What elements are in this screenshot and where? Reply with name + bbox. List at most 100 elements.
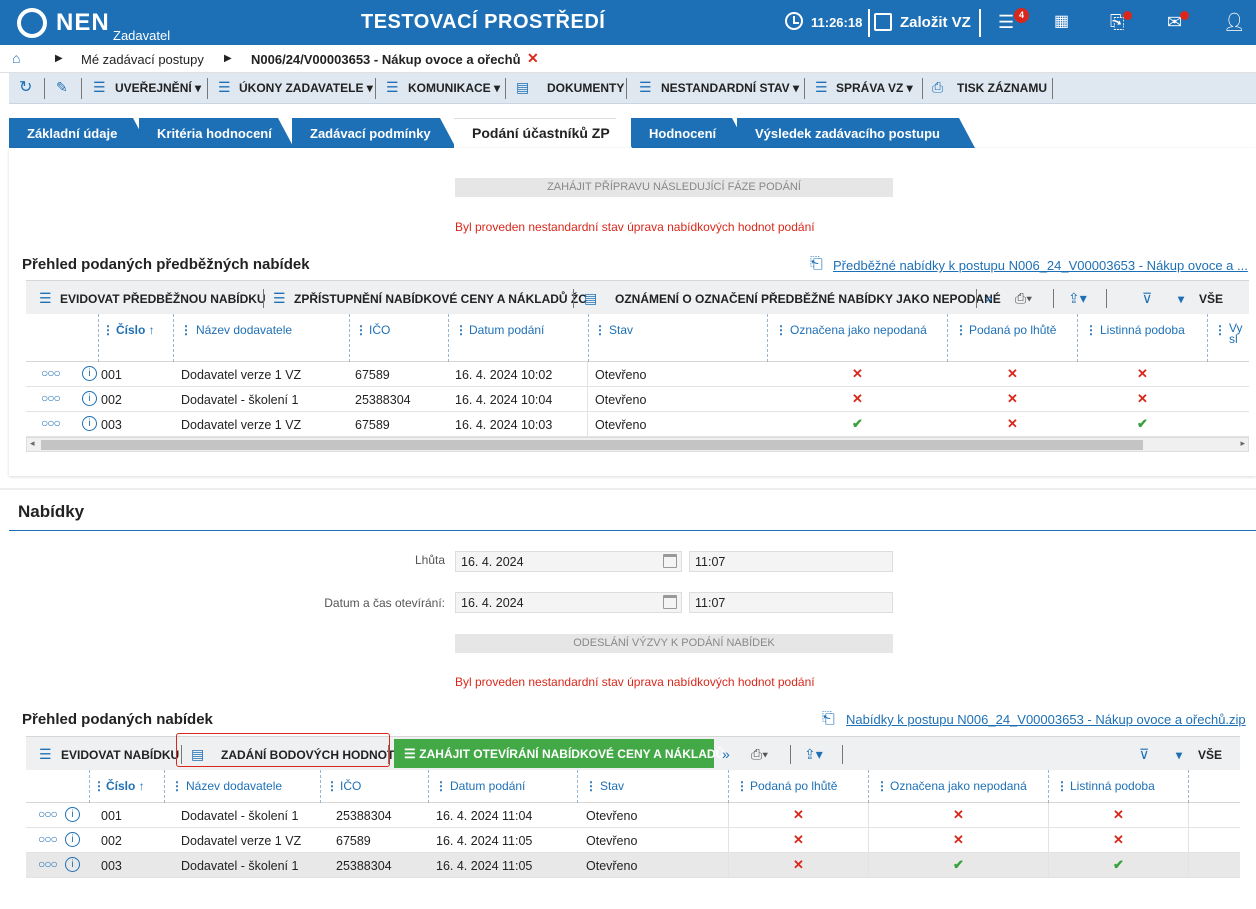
- column-submission-date[interactable]: Datum podání: [450, 779, 526, 793]
- column-state[interactable]: Stav: [609, 323, 634, 337]
- column-menu-icon[interactable]: ⋮: [585, 779, 597, 793]
- column-paper-form[interactable]: Listinná podoba: [1100, 323, 1185, 337]
- enter-point-values-button[interactable]: ZADÁNÍ BODOVÝCH HODNOT: [221, 748, 395, 762]
- tab-procedure-result[interactable]: Výsledek zadávacího postupu: [737, 118, 975, 148]
- column-ico[interactable]: IČO: [340, 779, 362, 793]
- info-icon[interactable]: i: [82, 366, 97, 381]
- column-menu-icon[interactable]: ⋮: [876, 779, 888, 793]
- home-icon[interactable]: ⌂: [12, 50, 21, 66]
- export-menu-icon[interactable]: ⇪▾: [804, 746, 823, 762]
- scroll-left-icon[interactable]: ◂: [30, 438, 35, 448]
- logo-text[interactable]: NEN: [56, 9, 110, 36]
- menu-documents[interactable]: DOKUMENTY: [547, 81, 625, 95]
- register-preliminary-offer-button[interactable]: EVIDOVAT PŘEDBĚŽNOU NABÍDKU: [60, 292, 266, 306]
- deadline-date-field[interactable]: 16. 4. 2024: [455, 551, 682, 572]
- nen-logo-icon[interactable]: [17, 8, 47, 38]
- row-actions-icon[interactable]: ○○○: [41, 416, 61, 430]
- row-actions-icon[interactable]: ○○○: [38, 807, 58, 821]
- user-icon[interactable]: 👤︎: [1223, 12, 1246, 32]
- table-row[interactable]: ○○○ i 003 Dodavatel verze 1 VZ 67589 16.…: [26, 412, 1249, 437]
- tab-basic-info[interactable]: Základní údaje: [9, 118, 149, 148]
- preliminary-offers-download-link[interactable]: Předběžné nabídky k postupu N006_24_V000…: [833, 258, 1248, 273]
- row-actions-icon[interactable]: ○○○: [41, 366, 61, 380]
- close-icon[interactable]: ✕: [527, 50, 539, 66]
- column-menu-icon[interactable]: ⋮: [355, 323, 367, 337]
- column-number[interactable]: Číslo ↑: [106, 779, 145, 793]
- column-state[interactable]: Stav: [600, 779, 625, 793]
- tab-tender-conditions[interactable]: Zadávací podmínky: [292, 118, 456, 148]
- info-icon[interactable]: i: [65, 807, 80, 822]
- pencil-icon[interactable]: ✎: [56, 79, 68, 95]
- column-menu-icon[interactable]: ⋮: [180, 323, 192, 337]
- table-row[interactable]: ○○○ i 001 Dodavatel verze 1 VZ 67589 16.…: [26, 362, 1249, 387]
- column-marked-not-submitted[interactable]: Označena jako nepodaná: [890, 779, 1027, 793]
- register-offer-button[interactable]: EVIDOVAT NABÍDKU: [61, 748, 180, 762]
- menu-communication[interactable]: KOMUNIKACE ▾: [408, 81, 501, 95]
- notify-not-submitted-button[interactable]: OZNÁMENÍ O OZNAČENÍ PŘEDBĚŽNÉ NABÍDKY JA…: [615, 292, 1001, 306]
- chevron-down-icon[interactable]: ▾: [1178, 292, 1185, 306]
- show-all-button[interactable]: VŠE: [1199, 292, 1224, 306]
- column-menu-icon[interactable]: ⋮: [171, 779, 183, 793]
- table-row[interactable]: ○○○ i 002 Dodavatel - školení 1 25388304…: [26, 387, 1249, 412]
- send-invitation-button[interactable]: ODESLÁNÍ VÝZVY K PODÁNÍ NABÍDEK: [455, 634, 893, 653]
- menu-vz-administration[interactable]: SPRÁVA VZ ▾: [836, 81, 913, 95]
- column-menu-icon[interactable]: ⋮: [326, 779, 338, 793]
- row-actions-icon[interactable]: ○○○: [38, 857, 58, 871]
- column-menu-icon[interactable]: ⋮: [594, 323, 606, 337]
- show-all-button[interactable]: VŠE: [1198, 748, 1223, 762]
- opening-time-field[interactable]: 11:07: [689, 592, 893, 613]
- menu-icon[interactable]: ☰: [998, 12, 1015, 32]
- column-supplier[interactable]: Název dodavatele: [196, 323, 293, 337]
- column-menu-icon[interactable]: ⋮: [93, 779, 105, 793]
- disclose-price-button[interactable]: ZPŘÍSTUPNĚNÍ NABÍDKOVÉ CENY A NÁKLADŮ ŽC: [294, 292, 587, 306]
- info-icon[interactable]: i: [82, 416, 97, 431]
- column-ico[interactable]: IČO: [369, 323, 391, 337]
- menu-publication[interactable]: UVEŘEJNĚNÍ ▾: [115, 81, 202, 95]
- menu-contracting-actions[interactable]: ÚKONY ZADAVATELE ▾: [239, 81, 373, 95]
- column-menu-icon[interactable]: ⋮: [1085, 323, 1097, 337]
- filter-icon[interactable]: ⊽: [1139, 746, 1150, 762]
- tab-evaluation-criteria[interactable]: Kritéria hodnocení: [139, 118, 294, 148]
- tab-participant-submissions[interactable]: Podání účastníků ZP: [454, 118, 632, 148]
- column-menu-icon[interactable]: ⋮: [1214, 323, 1226, 337]
- column-menu-icon[interactable]: ⋮: [1056, 779, 1068, 793]
- scrollbar-thumb[interactable]: [41, 440, 1143, 450]
- column-menu-icon[interactable]: ⋮: [435, 779, 447, 793]
- column-supplier[interactable]: Název dodavatele: [186, 779, 283, 793]
- column-result[interactable]: Vy sl: [1229, 323, 1243, 345]
- table-row[interactable]: ○○○ i 002 Dodavatel verze 1 VZ 67589 16.…: [26, 828, 1240, 853]
- start-next-phase-button[interactable]: ZAHÁJIT PŘÍPRAVU NÁSLEDUJÍCÍ FÁZE PODÁNÍ: [455, 178, 893, 197]
- horizontal-scrollbar[interactable]: ◂ ▸: [26, 437, 1249, 452]
- column-late-submission[interactable]: Podaná po lhůtě: [750, 779, 838, 793]
- print-menu-icon[interactable]: ⎙▾: [751, 746, 769, 762]
- table-row[interactable]: ○○○ i 001 Dodavatel - školení 1 25388304…: [26, 803, 1240, 828]
- download-icon[interactable]: ⎗: [810, 255, 823, 272]
- edit-icon[interactable]: [874, 13, 892, 31]
- info-icon[interactable]: i: [65, 832, 80, 847]
- filter-icon[interactable]: ⊽: [1142, 290, 1153, 306]
- column-submission-date[interactable]: Datum podání: [469, 323, 545, 337]
- refresh-icon[interactable]: ↻: [19, 79, 33, 96]
- download-icon[interactable]: ⎗: [822, 710, 835, 727]
- info-icon[interactable]: i: [65, 857, 80, 872]
- mail-icon[interactable]: ✉: [1167, 12, 1183, 32]
- chevron-down-icon[interactable]: ▾: [1176, 748, 1183, 762]
- column-marked-not-submitted[interactable]: Označena jako nepodaná: [790, 323, 927, 337]
- calendar-icon[interactable]: ▦: [1054, 13, 1070, 30]
- opening-date-field[interactable]: 16. 4. 2024: [455, 592, 682, 613]
- column-menu-icon[interactable]: ⋮: [455, 323, 467, 337]
- table-row[interactable]: ○○○ i 003 Dodavatel - školení 1 25388304…: [26, 853, 1240, 878]
- start-price-opening-button[interactable]: ☰ ZAHÁJIT OTEVÍRÁNÍ NABÍDKOVÉ CENY A NÁK…: [394, 739, 724, 768]
- deadline-time-field[interactable]: 11:07: [689, 551, 893, 572]
- breadcrumb-my-procedures[interactable]: Mé zadávací postupy: [81, 52, 204, 67]
- menu-print-record[interactable]: TISK ZÁZNAMU: [957, 81, 1047, 95]
- print-menu-icon[interactable]: ⎙▾: [1015, 290, 1033, 306]
- column-menu-icon[interactable]: ⋮: [955, 323, 967, 337]
- column-menu-icon[interactable]: ⋮: [775, 323, 787, 337]
- menu-nonstandard-state[interactable]: NESTANDARDNÍ STAV ▾: [661, 81, 800, 95]
- scroll-right-icon[interactable]: ▸: [1240, 438, 1245, 448]
- offers-download-link[interactable]: Nabídky k postupu N006_24_V00003653 - Ná…: [846, 712, 1246, 727]
- more-icon[interactable]: »: [722, 746, 730, 762]
- column-menu-icon[interactable]: ⋮: [102, 323, 114, 337]
- info-icon[interactable]: i: [82, 391, 97, 406]
